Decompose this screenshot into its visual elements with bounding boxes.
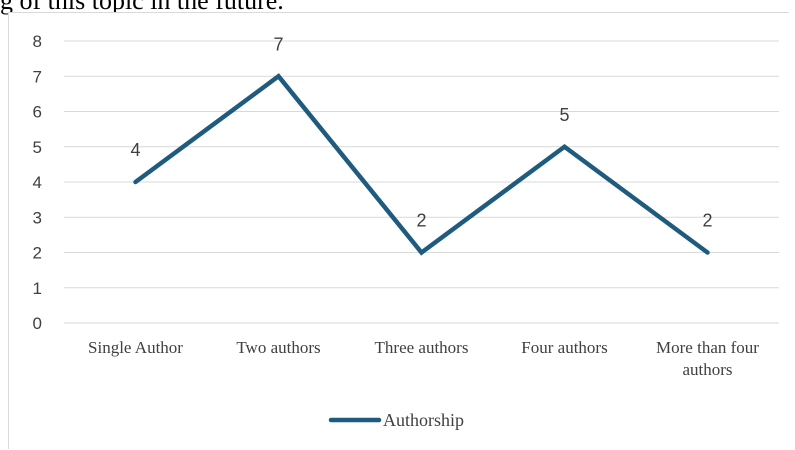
- legend: Authorship: [328, 410, 464, 430]
- x-tick-label: Two authors: [236, 338, 320, 357]
- y-tick-label: 6: [33, 103, 42, 122]
- y-axis-ticks: 0 1 2 3 4 5 6 7 8: [33, 32, 42, 333]
- data-label: 4: [130, 140, 140, 160]
- document-text-fragment: g of this topic in the future.: [0, 0, 284, 15]
- x-tick-label: Three authors: [375, 338, 469, 357]
- y-tick-label: 3: [33, 208, 42, 227]
- y-tick-label: 1: [33, 279, 42, 298]
- y-tick-label: 2: [33, 244, 42, 263]
- gridlines: [64, 40, 779, 324]
- data-labels: 4 7 2 5 2: [130, 34, 712, 230]
- chart-area: 0 1 2 3 4 5 6 7 8 Single Author Two authors Three …: [8, 12, 789, 449]
- y-tick-label: 7: [33, 67, 42, 86]
- line-chart: 0 1 2 3 4 5 6 7 8 Single Author Two authors Three …: [33, 32, 779, 430]
- x-tick-label: Four authors: [521, 338, 607, 357]
- y-tick-label: 0: [33, 314, 42, 333]
- x-axis-ticks: Single Author Two authors Three authors Fou…: [88, 338, 759, 379]
- data-label: 5: [559, 105, 569, 125]
- y-tick-label: 4: [33, 173, 42, 192]
- data-label: 2: [702, 211, 712, 231]
- legend-label: Authorship: [383, 410, 464, 430]
- series-layer: [133, 73, 710, 256]
- y-tick-label: 8: [33, 32, 42, 51]
- data-label: 7: [273, 34, 283, 54]
- data-label: 2: [416, 211, 426, 231]
- y-tick-label: 5: [33, 138, 42, 157]
- x-tick-label: More than four authors: [656, 338, 759, 379]
- x-tick-label: Single Author: [88, 338, 183, 357]
